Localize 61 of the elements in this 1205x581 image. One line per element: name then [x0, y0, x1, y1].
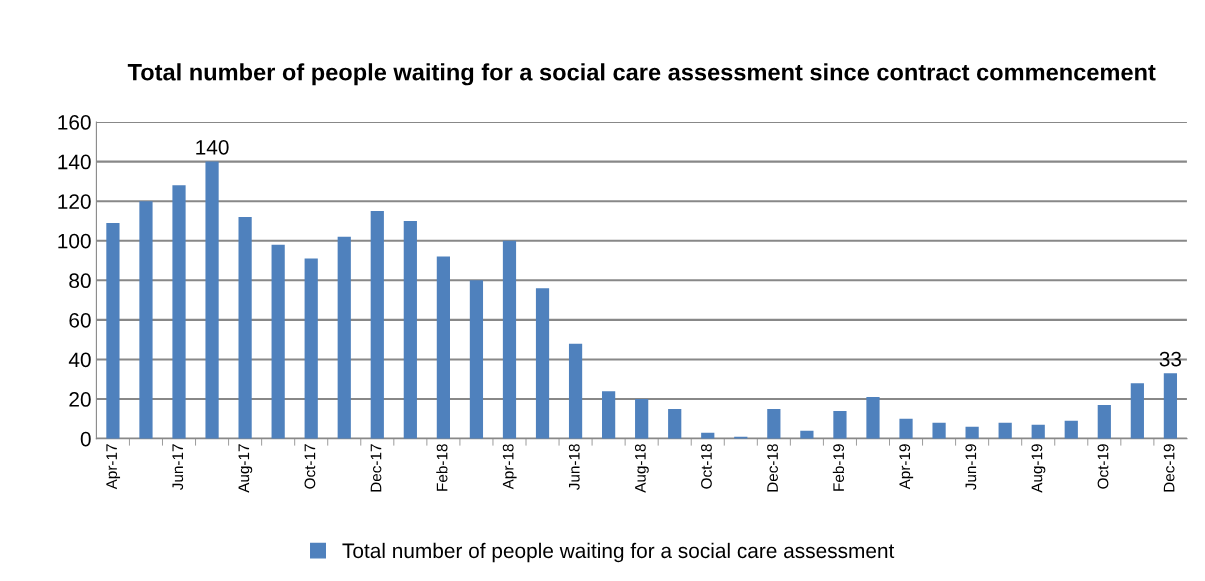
x-tick-label: Jun-17 [172, 444, 184, 490]
legend-label: Total number of people waiting for a social care assessment [342, 542, 895, 563]
bar [1097, 405, 1111, 439]
bar [139, 201, 153, 439]
bar [469, 280, 484, 439]
y-tick-label: 140 [58, 154, 91, 170]
bar [965, 426, 979, 439]
bar [767, 408, 781, 439]
data-label: 33 [1159, 351, 1182, 367]
x-tick-label: Oct-17 [304, 444, 316, 489]
y-tick-label: 20 [69, 392, 91, 407]
bar [998, 422, 1012, 439]
bar [271, 244, 285, 439]
bar [1064, 420, 1078, 439]
bar [337, 236, 351, 439]
x-tick-label: Apr-17 [106, 444, 121, 490]
x-tick-label: Oct-18 [701, 444, 712, 489]
y-tick-label: 40 [68, 352, 91, 368]
bar [304, 258, 318, 439]
bar [535, 288, 550, 439]
x-tick-label: Dec-17 [370, 444, 382, 492]
bar [568, 343, 583, 439]
x-tick-label: Jun-19 [965, 444, 977, 490]
x-tick-label: Dec-19 [1163, 444, 1175, 492]
bar [932, 422, 946, 439]
bar [1031, 424, 1045, 439]
bar [502, 240, 517, 439]
x-tick-label: Aug-18 [634, 444, 649, 493]
bar [668, 408, 682, 439]
x-tick-label: Jun-18 [568, 444, 580, 490]
bar [602, 391, 616, 439]
bar [205, 161, 219, 439]
x-tick-label: Aug-17 [238, 444, 253, 493]
bar [172, 185, 186, 439]
bar [370, 211, 384, 439]
bar [1163, 373, 1178, 439]
y-tick-label: 100 [58, 233, 91, 249]
x-tick-label: Aug-19 [1031, 444, 1046, 493]
bar [866, 397, 880, 439]
x-tick-label: Feb-19 [832, 444, 845, 491]
x-tick-label: Oct-19 [1097, 444, 1109, 489]
x-tick-label: Apr-18 [502, 444, 517, 490]
bar [833, 410, 847, 439]
y-tick-label: 80 [69, 273, 91, 289]
bar [106, 222, 120, 439]
y-tick-label: 120 [58, 194, 91, 209]
x-tick-label: Feb-18 [436, 444, 448, 491]
bar [1130, 383, 1144, 439]
bar [238, 217, 252, 439]
x-tick-label: Dec-18 [767, 444, 778, 492]
chart-title: Total number of people waiting for a social care assessment since contract commencement [127, 63, 1156, 86]
bar [403, 220, 417, 439]
bar [899, 418, 913, 439]
bar [635, 399, 649, 439]
data-label: 140 [196, 139, 229, 155]
y-tick-label: 60 [69, 312, 91, 328]
y-tick-label: 160 [58, 115, 91, 130]
bar [436, 256, 450, 439]
y-tick-label: 0 [80, 431, 91, 447]
x-tick-label: Apr-19 [899, 444, 914, 490]
bar [800, 430, 814, 439]
